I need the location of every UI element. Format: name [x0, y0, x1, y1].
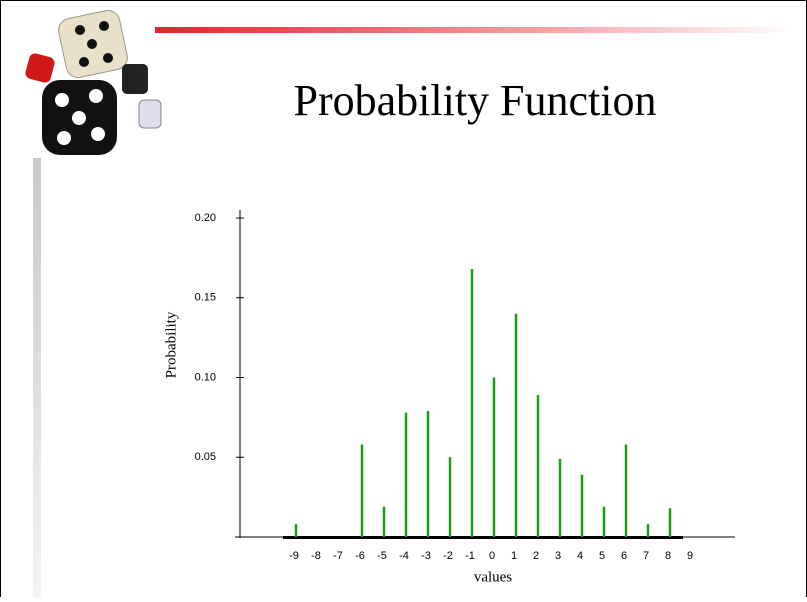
y-tick-label: 0.20 — [195, 212, 216, 224]
y-tick-label: 0.10 — [195, 371, 216, 383]
top-bar — [155, 27, 795, 33]
y-axis-label: Probability — [163, 311, 179, 378]
dice-logo — [25, 9, 162, 155]
y-tick-label: 0.05 — [195, 451, 216, 463]
x-tick-label: 1 — [511, 550, 517, 562]
x-tick-label: 2 — [533, 550, 539, 562]
x-tick-label: -6 — [355, 550, 365, 562]
x-tick-label: -1 — [465, 550, 475, 562]
x-tick-label: -5 — [377, 550, 387, 562]
x-tick-label: 3 — [555, 550, 561, 562]
x-tick-label: -8 — [311, 550, 321, 562]
x-tick-label: -3 — [421, 550, 431, 562]
x-tick-label: 5 — [599, 550, 605, 562]
x-tick-label: -4 — [399, 550, 409, 562]
x-tick-label: 6 — [621, 550, 627, 562]
x-tick-label: -7 — [333, 550, 343, 562]
y-tick-label: 0.15 — [195, 292, 216, 304]
side-bar — [33, 158, 41, 597]
x-tick-label: -2 — [443, 550, 453, 562]
x-tick-label: 8 — [665, 550, 671, 562]
chart-title: Probability Function — [294, 76, 657, 125]
x-tick-label: 9 — [687, 550, 693, 562]
x-tick-label: 4 — [577, 550, 583, 562]
x-tick-label: 7 — [643, 550, 649, 562]
x-axis-label: values — [474, 569, 512, 585]
x-tick-label: -9 — [289, 550, 299, 562]
x-tick-label: 0 — [489, 550, 495, 562]
